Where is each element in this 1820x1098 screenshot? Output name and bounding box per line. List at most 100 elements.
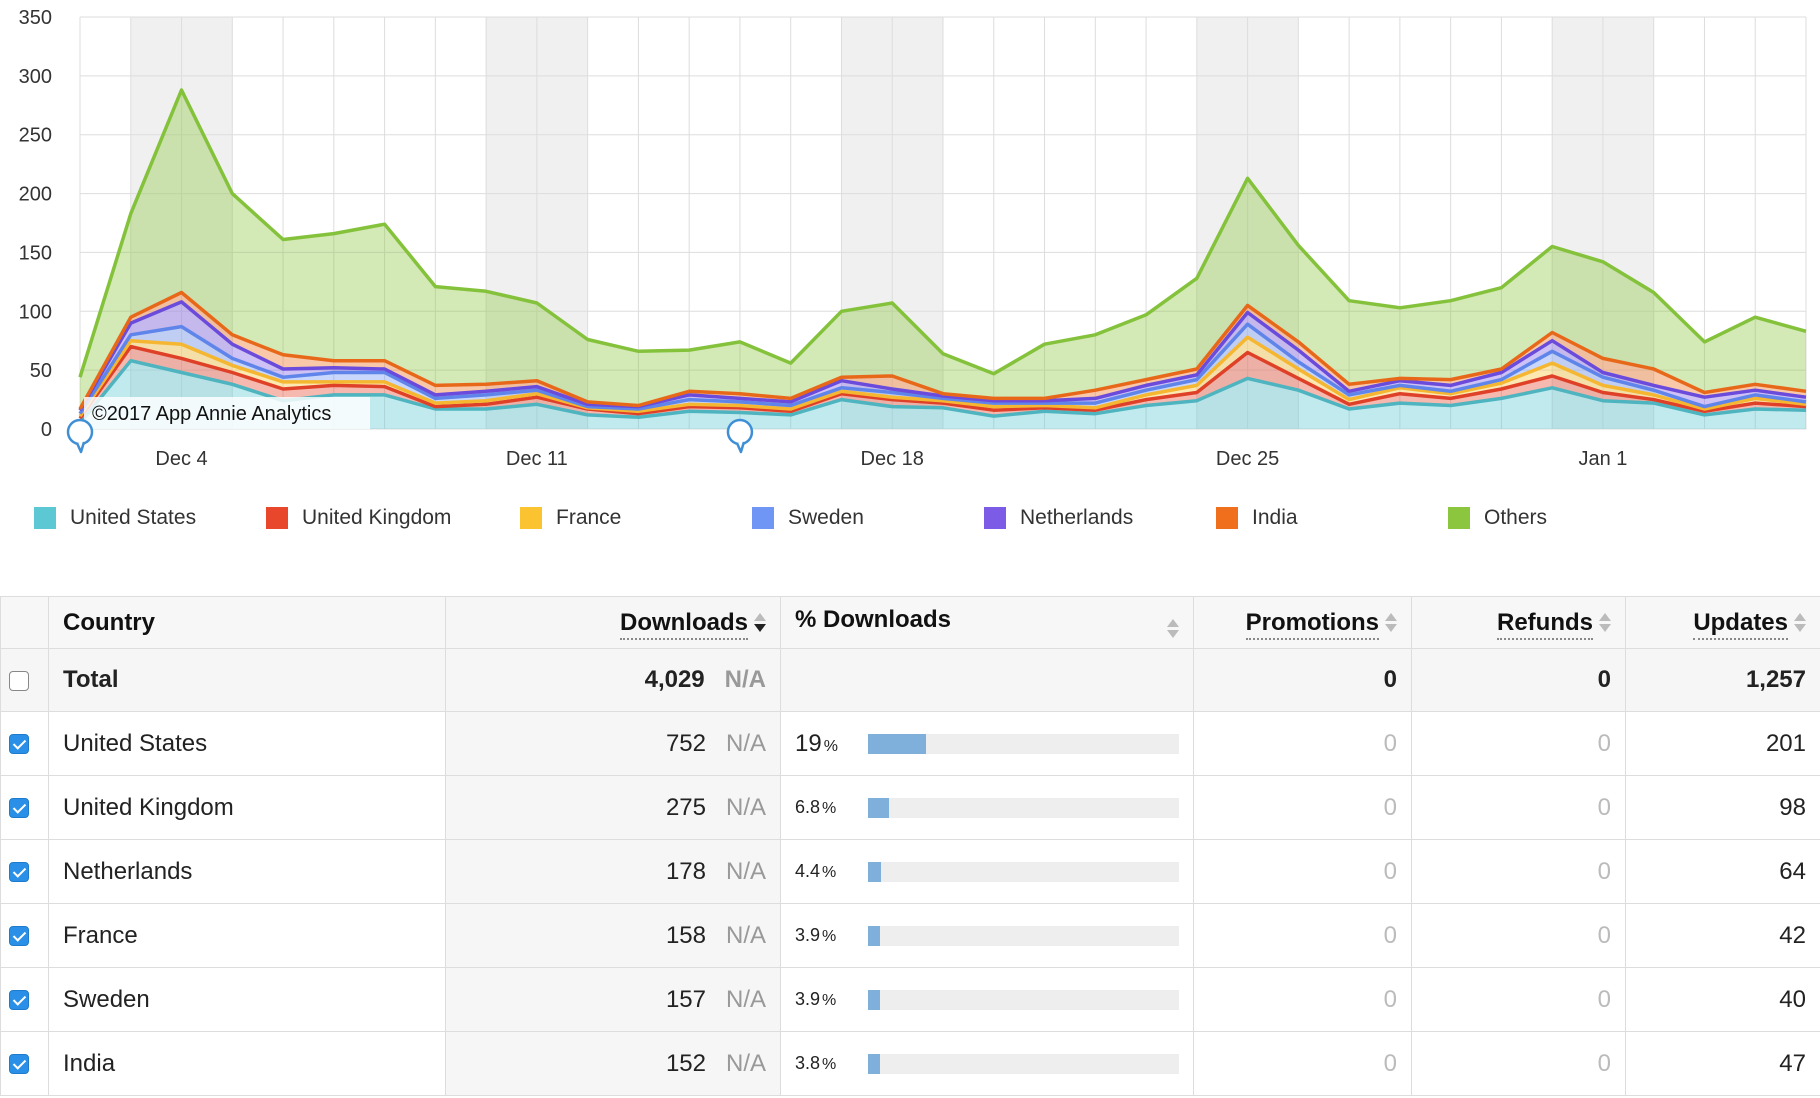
total-promotions: 0: [1193, 648, 1412, 712]
refunds-cell: 0: [1411, 903, 1626, 968]
y-tick-label: 300: [19, 66, 52, 88]
country-table-container: Country Downloads % Downloads Promotions…: [0, 596, 1820, 1096]
credit-text: ©2017 App Annie Analytics: [92, 403, 331, 425]
table-row: United Kingdom 275 N/A 6.8% 0 0 98: [0, 775, 1820, 840]
line-others: [78, 88, 1807, 378]
legend-item-sweden[interactable]: Sweden: [752, 506, 864, 530]
row-checkbox-cell[interactable]: [0, 775, 49, 840]
downloads-na: N/A: [725, 921, 766, 949]
header-refunds[interactable]: Refunds: [1411, 596, 1626, 649]
legend-label: Others: [1484, 506, 1548, 529]
chart-legend: United States United Kingdom France Sweden N…: [34, 506, 1814, 546]
area-united-kingdom: [80, 346, 1806, 424]
header-downloads[interactable]: Downloads: [445, 596, 781, 649]
area-others: [80, 90, 1806, 409]
refunds-cell: 0: [1411, 839, 1626, 904]
header-pct-downloads-label: % Downloads: [795, 605, 952, 633]
header-country[interactable]: Country: [48, 596, 446, 649]
row-checkbox[interactable]: [9, 926, 29, 947]
row-checkbox[interactable]: [9, 862, 29, 883]
x-tick-label: Dec 11: [506, 448, 568, 470]
row-checkbox-cell[interactable]: [0, 1031, 49, 1096]
total-downloads-value: 4,029: [644, 666, 705, 693]
y-tick-label: 100: [19, 301, 52, 323]
total-checkbox[interactable]: [9, 670, 29, 691]
table-header-row: Country Downloads % Downloads Promotions…: [0, 596, 1820, 649]
downloads-cell: 158 N/A: [445, 903, 781, 968]
row-checkbox[interactable]: [9, 990, 29, 1011]
x-tick-label: Dec 4: [155, 448, 207, 470]
line-united-kingdom: [78, 344, 1807, 420]
table-total-row: Total 4,029 N/A 0 0 1,257: [0, 648, 1820, 712]
country-name: United States: [48, 711, 446, 776]
legend-swatch: [1216, 507, 1238, 529]
legend-item-others[interactable]: Others: [1448, 506, 1547, 530]
pct-bar-track: [868, 1053, 1179, 1074]
promotions-cell: 0: [1193, 967, 1412, 1032]
header-checkbox-cell: [0, 596, 49, 649]
total-label: Total: [48, 648, 446, 712]
promotions-cell: 0: [1193, 839, 1412, 904]
legend-swatch: [752, 507, 774, 529]
row-checkbox[interactable]: [9, 734, 29, 755]
pct-bar-track: [868, 861, 1179, 882]
total-downloads: 4,029 N/A: [445, 648, 781, 712]
credit-background: [84, 397, 370, 429]
row-checkbox-cell[interactable]: [0, 967, 49, 1032]
row-checkbox[interactable]: [9, 798, 29, 819]
downloads-na: N/A: [725, 857, 766, 885]
annotation-bubble-icon[interactable]: [66, 418, 94, 454]
pct-bar-fill: [868, 989, 881, 1010]
updates-cell: 42: [1625, 903, 1820, 968]
pct-bar-fill: [868, 733, 927, 754]
area-united-states: [80, 360, 1806, 429]
legend-item-india[interactable]: India: [1216, 506, 1298, 530]
sort-icon[interactable]: [1385, 612, 1397, 634]
annotation-bubble-tail: [735, 441, 746, 454]
total-checkbox-cell[interactable]: [0, 648, 49, 712]
updates-cell: 40: [1625, 967, 1820, 1032]
legend-item-netherlands[interactable]: Netherlands: [984, 506, 1133, 530]
downloads-chart: 0 50 100 150 200 250 300 350 Dec 4 Dec 11 Dec 18 De…: [0, 0, 1820, 480]
downloads-value: 152: [665, 1049, 706, 1077]
row-checkbox-cell[interactable]: [0, 711, 49, 776]
header-refunds-label: Refunds: [1497, 608, 1593, 640]
legend-item-united-states[interactable]: United States: [34, 506, 196, 530]
legend-item-united-kingdom[interactable]: United Kingdom: [266, 506, 451, 530]
y-tick-label: 50: [30, 360, 52, 382]
x-tick-label: Dec 25: [1216, 448, 1279, 470]
header-promotions[interactable]: Promotions: [1193, 596, 1412, 649]
table-row: France 158 N/A 3.9% 0 0 42: [0, 903, 1820, 968]
pct-bar-fill: [868, 861, 882, 882]
country-name: Netherlands: [48, 839, 446, 904]
header-downloads-label: Downloads: [619, 608, 748, 640]
sort-icon[interactable]: [1167, 618, 1179, 640]
updates-cell: 64: [1625, 839, 1820, 904]
header-pct-downloads[interactable]: % Downloads: [780, 596, 1194, 649]
downloads-cell: 752 N/A: [445, 711, 781, 776]
line-united-states: [78, 358, 1807, 425]
table-row: Sweden 157 N/A 3.9% 0 0 40: [0, 967, 1820, 1032]
chart-svg: 0 50 100 150 200 250 300 350 Dec 4 Dec 11 Dec 18 De…: [19, 7, 1807, 470]
sort-icon[interactable]: [1794, 612, 1806, 634]
country-table: Country Downloads % Downloads Promotions…: [0, 596, 1820, 1096]
annotation-bubble-icon[interactable]: [726, 418, 754, 454]
header-updates[interactable]: Updates: [1625, 596, 1820, 649]
downloads-value: 275: [665, 793, 706, 821]
legend-swatch: [520, 507, 542, 529]
sort-desc-icon[interactable]: [754, 612, 766, 634]
sort-icon[interactable]: [1599, 612, 1611, 634]
pct-downloads-cell: 3.9%: [780, 967, 1194, 1032]
downloads-cell: 152 N/A: [445, 1031, 781, 1096]
pct-downloads-cell: 19%: [780, 711, 1194, 776]
row-checkbox[interactable]: [9, 1054, 29, 1075]
row-checkbox-cell[interactable]: [0, 839, 49, 904]
pct-downloads-cell: 4.4%: [780, 839, 1194, 904]
row-checkbox-cell[interactable]: [0, 903, 49, 968]
x-tick-label: Jan 1: [1578, 448, 1627, 470]
legend-item-france[interactable]: France: [520, 506, 621, 530]
y-tick-label: 250: [19, 125, 52, 147]
header-country-label: Country: [63, 608, 155, 636]
updates-cell: 201: [1625, 711, 1820, 776]
promotions-cell: 0: [1193, 775, 1412, 840]
